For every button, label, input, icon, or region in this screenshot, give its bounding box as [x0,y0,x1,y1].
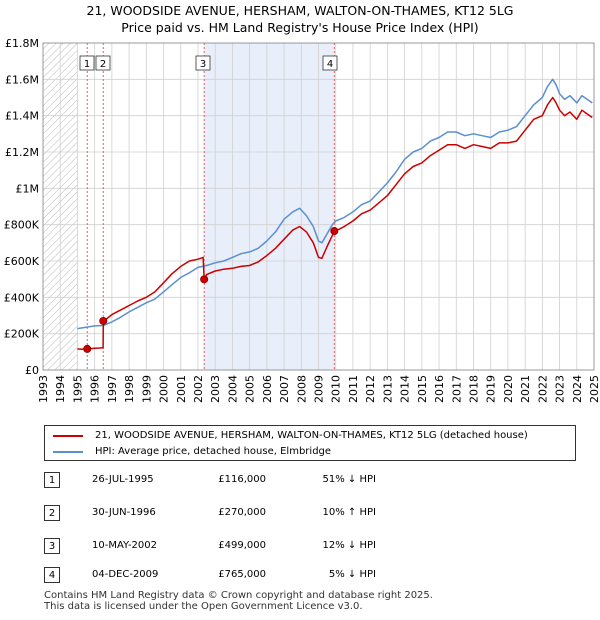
x-tick-label: 2003 [209,375,222,403]
transaction-marker-2 [99,316,108,325]
transaction-number: 1 [44,472,60,488]
x-tick-label: 1996 [89,375,102,403]
x-tick-label: 2015 [416,375,429,403]
table-row: 3 10-MAY-2002 £499,000 12% ↓ HPI [44,538,464,556]
table-row: 1 26-JUL-1995 £116,000 51% ↓ HPI [44,472,464,490]
y-tick-label: £1.4M [5,110,39,123]
transaction-price: £116,000 [218,474,266,485]
property-price-line [77,96,593,351]
chart-title-line2: Price paid vs. HM Land Registry's House … [121,20,479,35]
y-tick-label: £1M [16,182,40,195]
y-tick-label: £800K [4,219,40,232]
x-tick-label: 2020 [502,375,515,403]
marker-label-box-4 [322,55,338,71]
x-tick-label: 1999 [140,375,153,403]
x-tick-label: 2006 [261,375,274,403]
transaction-price: £765,000 [218,569,266,580]
transaction-number: 3 [44,538,60,554]
marker-label-3: 3 [200,59,206,70]
marker-label-box-2 [95,55,111,71]
x-tick-label: 2007 [278,375,291,403]
transaction-hpi-diff: 51% ↓ HPI [322,474,376,485]
x-tick-label: 2005 [244,375,257,403]
x-tick-label: 1994 [54,375,67,403]
transaction-marker-1 [83,344,92,353]
x-tick-label: 2025 [588,375,600,403]
transaction-hpi-diff: 12% ↓ HPI [322,540,376,551]
transaction-date: 10-MAY-2002 [92,540,158,551]
plot-frame [42,42,595,371]
transaction-date: 26-JUL-1995 [92,474,154,485]
x-tick-label: 2001 [175,375,188,403]
x-tick-label: 2002 [192,375,205,403]
transaction-hpi-diff: 10% ↑ HPI [322,507,376,518]
shaded-region [204,43,335,370]
x-tick-label: 1995 [71,375,84,403]
x-tick-label: 2009 [313,375,326,403]
x-tick-label: 2010 [330,375,343,403]
legend-swatch-hpi [53,451,83,453]
footer: Contains HM Land Registry data © Crown c… [44,590,433,612]
transaction-hpi-diff: 5% ↓ HPI [328,569,376,580]
x-tick-label: 2014 [399,375,412,403]
x-tick-label: 2012 [364,375,377,403]
legend: 21, WOODSIDE AVENUE, HERSHAM, WALTON-ON-… [44,425,576,461]
y-tick-label: £1.8M [5,37,39,50]
y-tick-label: £1.2M [5,146,39,159]
x-tick-label: 1998 [123,375,136,403]
marker-label-2: 2 [100,59,106,70]
table-row: 4 04-DEC-2009 £765,000 5% ↓ HPI [44,567,464,585]
chart-title-line1: 21, WOODSIDE AVENUE, HERSHAM, WALTON-ON-… [86,3,514,18]
x-tick-label: 2011 [347,375,360,403]
hpi-line [77,78,593,330]
y-tick-label: £0 [25,364,39,377]
x-tick-label: 2024 [571,375,584,403]
x-tick-label: 2016 [433,375,446,403]
x-tick-label: 2013 [381,375,394,403]
x-tick-label: 2019 [485,375,498,403]
y-tick-label: £600K [4,255,40,268]
x-tick-label: 2017 [450,375,463,403]
footer-line2: This data is licensed under the Open Gov… [44,601,363,612]
chart-title: 21, WOODSIDE AVENUE, HERSHAM, WALTON-ON-… [0,2,600,36]
x-tick-label: 2004 [226,375,239,403]
marker-label-1: 1 [84,59,90,70]
y-tick-label: £1.6M [5,73,39,86]
marker-label-4: 4 [327,59,333,70]
transaction-number: 2 [44,505,60,521]
legend-swatch-property [53,435,83,437]
transaction-price: £270,000 [218,507,266,518]
x-tick-label: 2021 [519,375,532,403]
footer-line1: Contains HM Land Registry data © Crown c… [44,590,433,601]
y-tick-label: £200K [4,328,40,341]
transaction-price: £499,000 [218,540,266,551]
x-tick-label: 2022 [536,375,549,403]
y-tick-label: £400K [4,291,40,304]
transaction-marker-4 [330,227,339,236]
transaction-date: 04-DEC-2009 [92,569,159,580]
x-tick-label: 2023 [554,375,567,403]
legend-label-property: 21, WOODSIDE AVENUE, HERSHAM, WALTON-ON-… [95,430,528,441]
x-tick-label: 2000 [158,375,171,403]
price-chart: £0 £200K £400K £600K £800K £1M £1.2M £1.4M £1.6M… [4,37,600,403]
legend-label-hpi: HPI: Average price, detached house, Elmb… [95,446,332,457]
transaction-marker-3 [200,275,209,284]
marker-label-box-3 [195,55,211,71]
transaction-number: 4 [44,567,60,583]
x-tick-label: 2018 [467,375,480,403]
x-tick-label: 1997 [106,375,119,403]
marker-label-box-1 [79,55,95,71]
transaction-date: 30-JUN-1996 [92,507,156,518]
table-row: 2 30-JUN-1996 £270,000 10% ↑ HPI [44,505,464,523]
x-tick-label: 2008 [295,375,308,403]
x-tick-label: 1993 [37,375,50,403]
